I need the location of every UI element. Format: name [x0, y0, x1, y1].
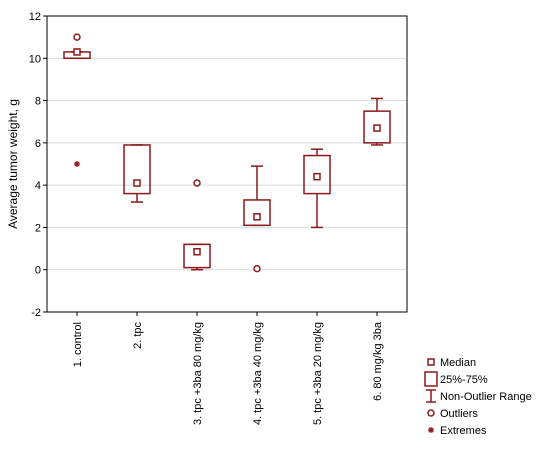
legend-box-icon	[424, 371, 438, 387]
legend-label: Outliers	[440, 408, 478, 420]
x-tick-label: 4. tpc +3ba 40 mg/kg	[252, 322, 264, 425]
legend-item-whisker: Non-Outlier Range	[426, 389, 532, 403]
y-axis: -2 0 2 4 6 8 10 12	[29, 11, 47, 319]
iqr-box	[303, 154, 331, 195]
iqr-box	[183, 243, 211, 269]
median-marker	[193, 247, 201, 256]
extreme-point	[74, 161, 80, 167]
outlier-point	[73, 33, 81, 41]
extreme-stroke	[74, 161, 80, 167]
x-tick-label: 2. tpc	[132, 322, 144, 349]
outlier-point	[193, 179, 201, 187]
x-tick-label: 3. tpc +3ba 80 mg/kg	[192, 322, 204, 425]
median-marker	[73, 48, 81, 56]
y-tick-label: -2	[31, 307, 41, 319]
median-marker	[133, 179, 141, 187]
legend-label: 25%-75%	[440, 374, 488, 386]
x-tick-label: 1. control	[72, 322, 84, 367]
x-tick-label: 5. tpc +3ba 20 mg/kg	[312, 322, 324, 425]
median-marker	[373, 124, 381, 132]
iqr-box	[123, 144, 151, 195]
y-tick-label: 6	[35, 138, 41, 150]
legend-label: Non-Outlier Range	[440, 391, 532, 403]
median-marker	[253, 213, 261, 221]
y-tick-label: 4	[35, 180, 41, 192]
outlier-point	[253, 264, 261, 273]
legend-median-icon	[427, 358, 435, 366]
box-group	[243, 165, 271, 273]
box-group	[303, 148, 331, 229]
y-tick-label: 0	[35, 265, 41, 277]
legend-item-median: Median	[427, 357, 476, 369]
legend-item-extreme: Extremes	[428, 425, 487, 437]
legend-item-box: 25%-75%	[424, 371, 488, 387]
box-group	[123, 144, 151, 203]
legend-label: Extremes	[440, 425, 487, 437]
iqr-box	[363, 110, 391, 144]
y-axis-title: Average tumor weight, g	[6, 99, 20, 229]
legend-item-outlier: Outliers	[427, 408, 478, 420]
legend-extreme-icon	[428, 427, 434, 433]
legend: Median 25%-75% Non-Outlier Range Outliers Ex…	[424, 357, 532, 437]
legend-outlier-icon	[427, 409, 435, 417]
box-group	[363, 97, 391, 146]
y-tick-label: 10	[29, 53, 41, 65]
grid-lines	[47, 57, 407, 271]
y-tick-label: 2	[35, 222, 41, 234]
plot-area	[63, 33, 391, 273]
legend-label: Median	[440, 357, 476, 369]
box-group	[183, 179, 211, 271]
x-axis: 1. control 2. tpc 3. tpc +3ba 80 mg/kg 4. t…	[72, 312, 384, 425]
x-tick-label: 6. 80 mg/kg 3ba	[372, 321, 384, 401]
y-tick-label: 12	[29, 11, 41, 23]
y-tick-label: 8	[35, 96, 41, 108]
median-marker	[313, 172, 321, 181]
iqr-box	[243, 199, 271, 227]
box-group	[63, 33, 91, 167]
plot-frame	[46, 15, 408, 313]
